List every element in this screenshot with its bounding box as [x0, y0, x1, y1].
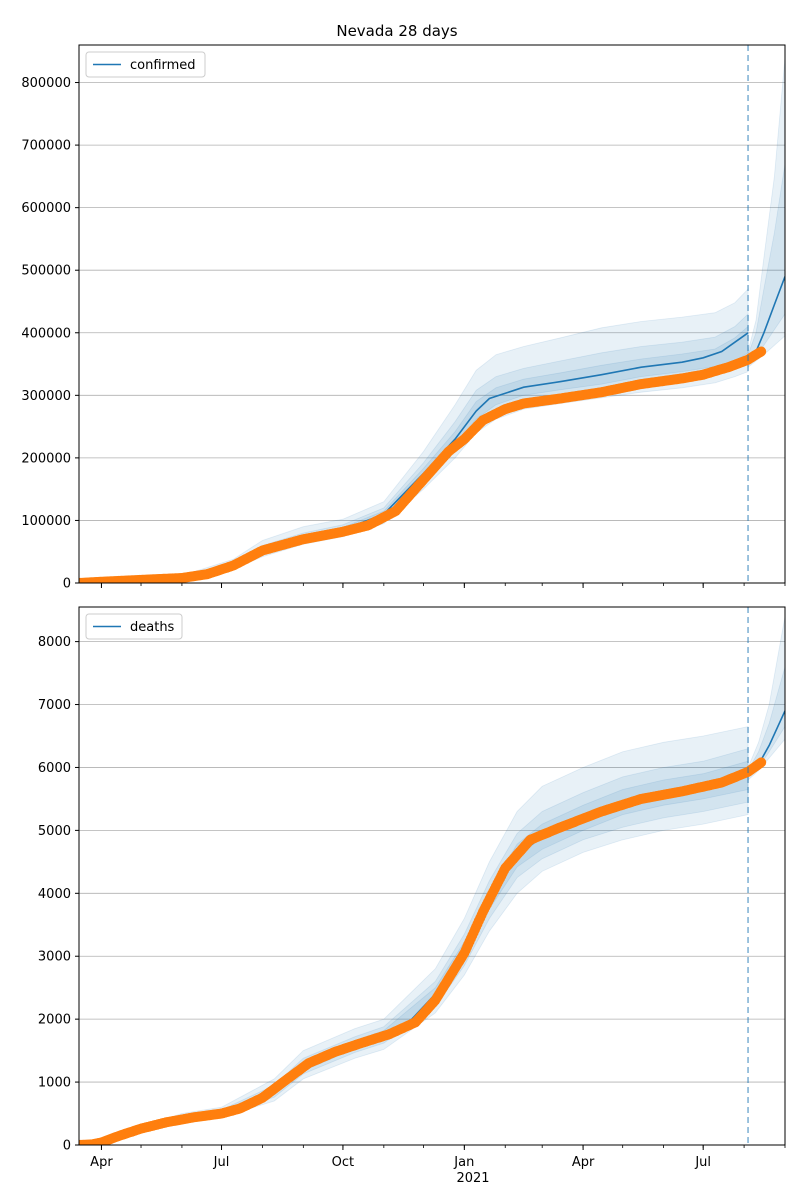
legend-label: deaths [130, 620, 175, 635]
legend-label: confirmed [130, 58, 196, 73]
y-tick-label: 100000 [21, 514, 71, 529]
y-tick-label: 1000 [38, 1076, 71, 1091]
deaths-panel: 0 1000 2000 3000 4000 5000 6000 7000 8000 Apr Jul O… [38, 606, 786, 1170]
uncertainty-band [747, 57, 785, 369]
y-tick-label: 7000 [38, 698, 71, 713]
legend: confirmed [85, 51, 206, 78]
x-tick-label: Jul [694, 1155, 711, 1170]
y-tick-label: 400000 [21, 326, 71, 341]
x-tick-label: Jan [453, 1155, 474, 1170]
x-year-label: 2021 [456, 1171, 489, 1186]
y-tick-label: 2000 [38, 1013, 71, 1028]
y-tick-label: 8000 [38, 635, 71, 650]
y-tick-label: 3000 [38, 950, 71, 965]
x-tick-label: Apr [572, 1155, 595, 1170]
uncertainty-band [79, 325, 749, 583]
y-tick-label: 500000 [21, 264, 71, 279]
y-tick-label: 800000 [21, 76, 71, 91]
chart-title: Nevada 28 days [336, 22, 457, 40]
legend: deaths [85, 613, 183, 640]
uncertainty-band [79, 313, 749, 583]
y-tick-label: 4000 [38, 887, 71, 902]
legend-box [85, 51, 206, 78]
observed-point [756, 346, 767, 357]
y-tick-label: 600000 [21, 201, 71, 216]
plot-area [79, 57, 785, 583]
y-tick-label: 0 [63, 577, 71, 592]
legend-box [85, 613, 183, 640]
y-tick-label: 300000 [21, 389, 71, 404]
confirmed-panel: 0 100000 200000 300000 400000 500000 600000 700… [21, 44, 786, 592]
y-tick-label: 6000 [38, 761, 71, 776]
x-tick-label: Oct [332, 1155, 354, 1170]
plot-area [79, 616, 785, 1145]
plot-frame [78, 606, 786, 1146]
observed-point [756, 757, 767, 768]
uncertainty-band [747, 616, 785, 781]
y-tick-label: 700000 [21, 139, 71, 154]
y-tick-label: 200000 [21, 451, 71, 466]
y-tick-label: 5000 [38, 824, 71, 839]
plot-frame [78, 44, 786, 584]
y-tick-label: 0 [63, 1139, 71, 1154]
x-tick-label: Apr [90, 1155, 113, 1170]
x-tick-label: Jul [213, 1155, 230, 1170]
